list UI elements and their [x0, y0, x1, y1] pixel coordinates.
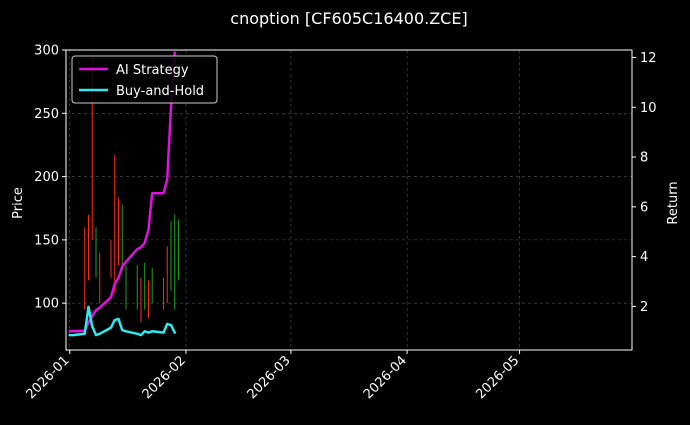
left-axis-label: Price [11, 187, 26, 219]
plot-frame [65, 49, 633, 351]
buy-and-hold-line [68, 305, 176, 337]
right-tick-label: 12 [640, 51, 657, 66]
left-axis: 100 150 200 250 300 [34, 44, 66, 312]
right-tick-label: 4 [640, 250, 648, 265]
right-tick-label: 6 [640, 200, 648, 215]
left-tick-label: 150 [34, 233, 59, 248]
right-tick-label: 2 [640, 300, 648, 315]
legend-label-ai-strategy: AI Strategy [116, 63, 189, 78]
right-tick-label: 8 [640, 151, 648, 166]
right-axis-label: Return [666, 181, 681, 224]
ai-strategy-line [68, 51, 176, 333]
chart-title: cnoption [CF605C16400.ZCE] [230, 9, 467, 28]
legend: AI Strategy Buy-and-Hold [71, 55, 218, 104]
left-tick-label: 300 [34, 44, 59, 59]
left-tick-label: 100 [34, 297, 59, 312]
right-tick-label: 10 [640, 101, 657, 116]
right-axis: 2 4 6 8 10 12 [632, 51, 657, 315]
left-tick-label: 250 [34, 107, 59, 122]
left-tick-label: 200 [34, 170, 59, 185]
legend-label-buy-and-hold: Buy-and-Hold [116, 84, 204, 99]
line-layer [68, 51, 176, 337]
legend-box [71, 55, 218, 104]
